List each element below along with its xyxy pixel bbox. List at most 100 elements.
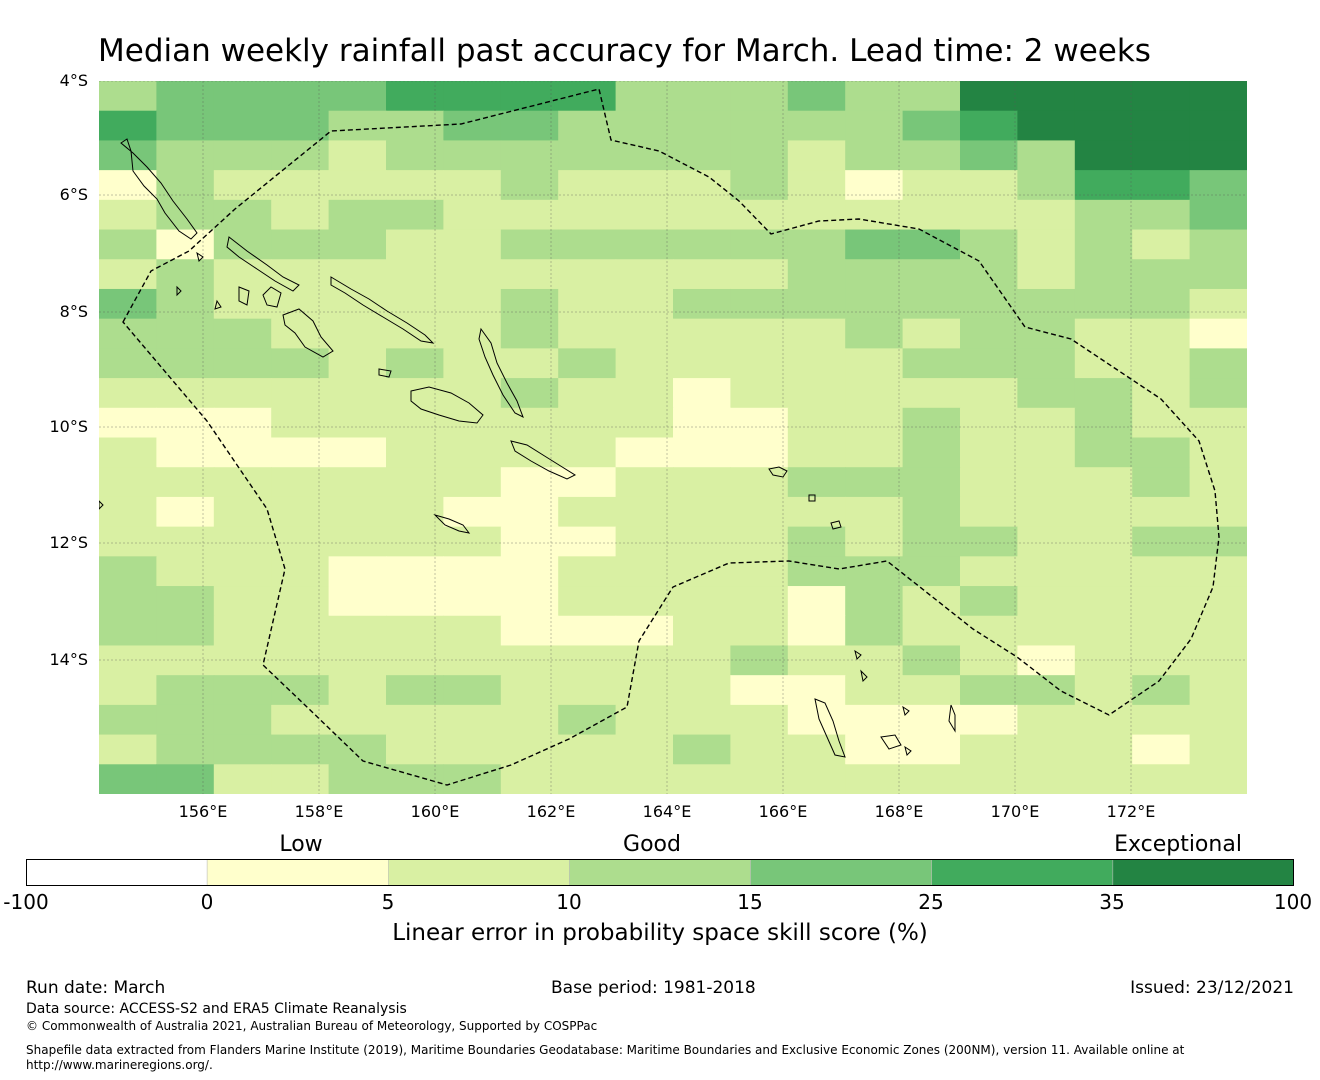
grid-cell bbox=[1132, 704, 1191, 736]
grid-cell bbox=[902, 437, 961, 468]
grid-cell bbox=[673, 407, 731, 439]
grid-cell bbox=[558, 407, 617, 439]
grid-cell bbox=[615, 407, 674, 439]
grid-cell bbox=[386, 199, 444, 231]
category-low: Low bbox=[279, 832, 323, 857]
grid-cell bbox=[386, 437, 444, 468]
grid-cell bbox=[673, 170, 731, 201]
category-exceptional: Exceptional bbox=[1114, 832, 1242, 857]
grid-cell bbox=[156, 467, 215, 498]
grid-cell bbox=[443, 288, 502, 320]
grid-cell bbox=[1189, 199, 1247, 231]
grid-cell bbox=[730, 437, 789, 468]
grid-cell bbox=[845, 81, 904, 112]
colorbar-tick: 5 bbox=[381, 890, 395, 914]
grid-cell bbox=[845, 170, 904, 201]
grid-cell bbox=[902, 378, 961, 409]
grid-cell bbox=[960, 437, 1018, 468]
grid-cell bbox=[960, 378, 1018, 409]
grid-cell bbox=[156, 734, 215, 765]
grid-cell bbox=[558, 348, 617, 379]
grid-cell bbox=[1017, 645, 1076, 676]
grid-cell bbox=[213, 259, 272, 290]
grid-cell bbox=[213, 526, 272, 557]
grid-cell bbox=[673, 110, 731, 142]
grid-cell bbox=[845, 110, 904, 142]
grid-cell bbox=[271, 764, 330, 794]
grid-cell bbox=[213, 645, 272, 676]
grid-cell bbox=[730, 645, 789, 676]
grid-cell bbox=[902, 526, 961, 557]
colorbar-segment bbox=[388, 859, 570, 886]
grid-cell bbox=[328, 734, 387, 765]
grid-cell bbox=[1074, 615, 1133, 647]
grid-cell bbox=[787, 496, 846, 528]
grid-cell bbox=[156, 526, 215, 557]
grid-cell bbox=[558, 764, 617, 794]
grid-cell bbox=[271, 734, 330, 765]
grid-cell bbox=[902, 288, 961, 320]
issued-date: Issued: 23/12/2021 bbox=[1130, 978, 1294, 998]
grid-cell bbox=[558, 170, 617, 201]
grid-cell bbox=[1017, 170, 1076, 201]
lon-label-164e: 164°E bbox=[642, 802, 692, 821]
grid-cell bbox=[271, 378, 330, 409]
grid-cell bbox=[213, 586, 272, 617]
grid-cell bbox=[328, 556, 387, 587]
grid-cell bbox=[1132, 407, 1191, 439]
grid-cell bbox=[730, 81, 789, 112]
grid-cell bbox=[615, 704, 674, 736]
grid-cell bbox=[443, 675, 502, 706]
grid-cell bbox=[558, 704, 617, 736]
grid-cell bbox=[673, 556, 731, 587]
grid-cell bbox=[1132, 81, 1191, 112]
grid-cell bbox=[902, 645, 961, 676]
guadalcanal-island-outline bbox=[410, 386, 484, 424]
colorbar-segment bbox=[750, 859, 932, 886]
grid-cell bbox=[615, 288, 674, 320]
grid-cell bbox=[615, 496, 674, 528]
grid-cell bbox=[1017, 318, 1076, 349]
grid-cell bbox=[1074, 437, 1133, 468]
grid-cell bbox=[730, 140, 789, 171]
grid-cell bbox=[960, 764, 1018, 794]
grid-cell bbox=[386, 140, 444, 171]
grid-cell bbox=[500, 229, 559, 260]
grid-cell bbox=[156, 81, 215, 112]
grid-cell bbox=[500, 645, 559, 676]
grid-cell bbox=[1074, 81, 1133, 112]
grid-cell bbox=[328, 586, 387, 617]
grid-cell bbox=[673, 675, 731, 706]
grid-cell bbox=[1132, 170, 1191, 201]
grid-cell bbox=[845, 764, 904, 794]
grid-cell bbox=[1132, 764, 1191, 794]
bougainville-island-outline bbox=[120, 138, 198, 240]
colorbar-tick: 10 bbox=[556, 890, 582, 914]
grid-cell bbox=[558, 586, 617, 617]
grid-cell bbox=[1132, 675, 1191, 706]
grid-cell bbox=[730, 764, 789, 794]
grid-cell bbox=[99, 229, 157, 260]
malaita-island-outline bbox=[478, 327, 524, 419]
grid-cell bbox=[271, 526, 330, 557]
grid-cell bbox=[156, 140, 215, 171]
grid-cell bbox=[1074, 586, 1133, 617]
grid-cell bbox=[1074, 704, 1133, 736]
grid-cell bbox=[730, 378, 789, 409]
data-source: Data source: ACCESS-S2 and ERA5 Climate … bbox=[26, 1001, 407, 1017]
grid-cell bbox=[558, 318, 617, 349]
grid-cell bbox=[845, 288, 904, 320]
grid-cell bbox=[386, 378, 444, 409]
grid-cell bbox=[1132, 259, 1191, 290]
colorbar-tick: 35 bbox=[1099, 890, 1125, 914]
grid-cell bbox=[1074, 526, 1133, 557]
grid-cell bbox=[1132, 496, 1191, 528]
grid-cell bbox=[443, 704, 502, 736]
grid-cell bbox=[1132, 467, 1191, 498]
grid-cell bbox=[1074, 259, 1133, 290]
grid-cell bbox=[730, 170, 789, 201]
grid-cell bbox=[99, 140, 157, 171]
grid-cell bbox=[328, 645, 387, 676]
grid-cell bbox=[271, 467, 330, 498]
grid-cell bbox=[787, 556, 846, 587]
